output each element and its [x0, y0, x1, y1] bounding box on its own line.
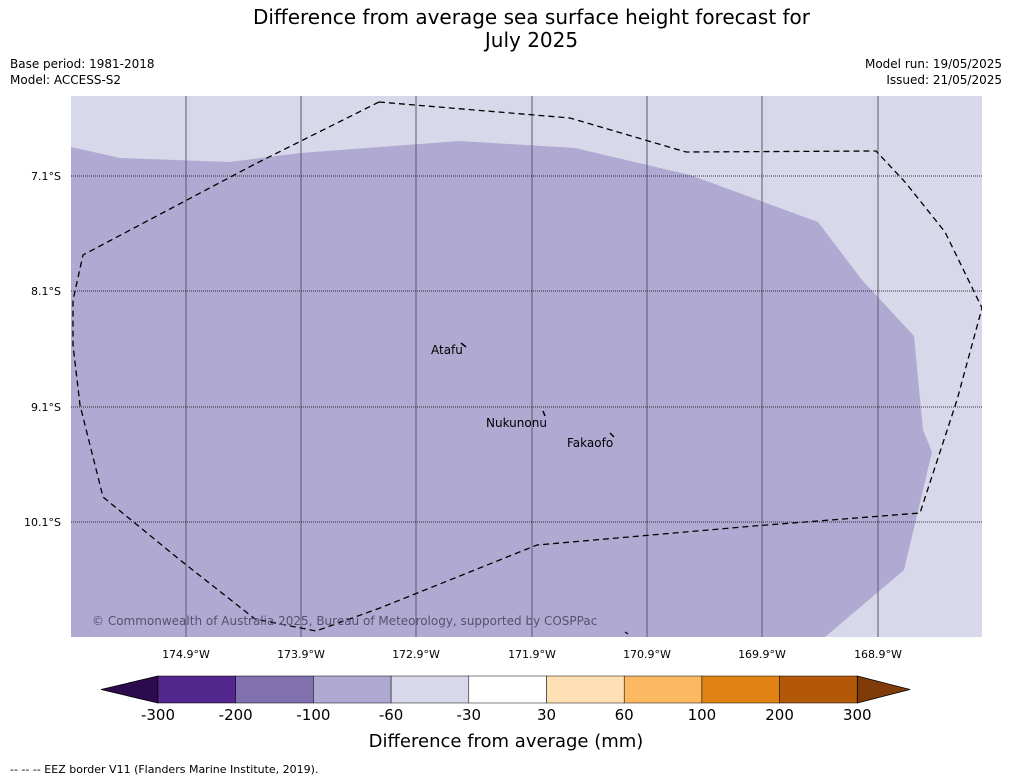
fakaofo-island	[609, 432, 615, 438]
longitude-labels: 174.9°W 173.9°W 172.9°W 171.9°W 170.9°W 169.9…	[162, 648, 902, 661]
eez-border	[72, 101, 982, 632]
colorbar-segment	[157, 675, 236, 704]
longitude-tick-label: 168.9°W	[854, 648, 902, 661]
colorbar-segment	[701, 675, 780, 704]
colorbar-extend-low	[100, 675, 159, 704]
small-reef-mark	[624, 631, 629, 635]
colorbar-tick-label: -300	[141, 706, 175, 724]
chart-title-line-2: July 2025	[484, 28, 579, 52]
model-name: Model: ACCESS-S2	[10, 73, 122, 87]
atafu-island	[460, 342, 467, 348]
colorbar-segment	[546, 675, 625, 704]
colorbar-segment	[235, 675, 314, 704]
colorbar-tick-label: -30	[457, 706, 482, 724]
colorbar-tick-labels: -300 -200 -100 -60 -30 30 60 100 200 300	[141, 706, 872, 724]
colorbar-title: Difference from average (mm)	[369, 731, 644, 752]
longitude-tick-label: 169.9°W	[738, 648, 786, 661]
longitude-tick-label: 170.9°W	[623, 648, 671, 661]
latitude-labels: 7.1°S 8.1°S 9.1°S 10.1°S	[24, 170, 61, 529]
colorbar-tick-label: 200	[765, 706, 794, 724]
colorbar-tick-label: -60	[379, 706, 404, 724]
longitude-tick-label: 172.9°W	[392, 648, 440, 661]
place-label-fakaofo: Fakaofo	[567, 436, 613, 450]
issue-date: Issued: 21/05/2025	[886, 73, 1002, 87]
colorbar-tick-label: 60	[615, 706, 634, 724]
chart-title: Difference from average sea surface heig…	[0, 6, 1011, 52]
colorbar-tick-label: -100	[296, 706, 330, 724]
colorbar-segment	[779, 675, 858, 704]
colorbar-tick-label: 100	[688, 706, 717, 724]
longitude-tick-label: 174.9°W	[162, 648, 210, 661]
latitude-tick-label: 8.1°S	[31, 285, 61, 298]
longitude-tick-label: 171.9°W	[508, 648, 556, 661]
nukunonu-island	[542, 410, 546, 417]
meta-right: Model run: 19/05/2025 Issued: 21/05/2025	[865, 56, 1002, 88]
colorbar-tick-label: -200	[219, 706, 253, 724]
map-panel: Atafu Nukunonu Fakaofo	[71, 96, 982, 637]
chart-title-line-1: Difference from average sea surface heig…	[252, 5, 811, 29]
colorbar-segment	[623, 675, 703, 704]
latitude-tick-label: 7.1°S	[31, 170, 61, 183]
colorbar-tick-label: 30	[537, 706, 556, 724]
base-period: Base period: 1981-2018	[10, 57, 155, 71]
meridian-lines	[185, 96, 879, 637]
place-label-atafu: Atafu	[431, 343, 463, 357]
colorbar-tick-label: 300	[843, 706, 872, 724]
colorbar-segment	[313, 675, 392, 704]
eez-footnote: -- -- -- EEZ border V11 (Flanders Marine…	[10, 763, 319, 776]
copyright-notice: © Commonwealth of Australia 2025, Bureau…	[92, 614, 598, 628]
longitude-tick-label: 173.9°W	[277, 648, 325, 661]
inner-shading	[71, 141, 932, 637]
colorbar	[100, 675, 911, 704]
model-run: Model run: 19/05/2025	[864, 57, 1002, 71]
colorbar-extend-high	[856, 675, 911, 704]
latitude-tick-label: 10.1°S	[24, 516, 61, 529]
colorbar-segment	[390, 675, 470, 704]
colorbar-segment	[468, 675, 547, 704]
meta-left: Base period: 1981-2018 Model: ACCESS-S2	[10, 56, 155, 88]
latitude-tick-label: 9.1°S	[31, 401, 61, 414]
place-label-nukunonu: Nukunonu	[486, 416, 547, 430]
